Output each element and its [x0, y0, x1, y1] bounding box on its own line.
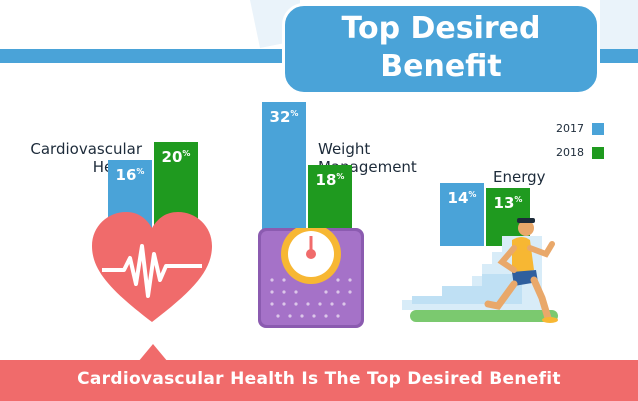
legend-label-2018: 2018 [556, 146, 584, 159]
bar-2017-1 [262, 102, 306, 246]
footer-pointer [138, 344, 168, 362]
category-label-line: Cardiovascular [30, 140, 142, 158]
footer-banner [0, 360, 638, 401]
footer-text: Cardiovascular Health Is The Top Desired… [77, 369, 561, 389]
bar-value-label: 18% [315, 171, 345, 189]
runner-icon [402, 218, 558, 323]
title-line-1: Top Desired [341, 11, 541, 46]
title-box [282, 3, 600, 95]
page-title: Top Desired Benefit [282, 10, 600, 86]
title-line-2: Benefit [380, 49, 502, 84]
category-label-line: Energy [493, 168, 546, 186]
legend-label-2017: 2017 [556, 122, 584, 135]
legend-swatch-2017 [592, 123, 604, 135]
category-label-line: Weight [318, 140, 371, 158]
bar-value-label: 13% [493, 193, 523, 212]
bar-value-label: 14% [447, 189, 477, 207]
bar-value-label: 32% [269, 108, 299, 126]
heart-icon [92, 212, 212, 322]
category-label-energy: Energy [493, 168, 546, 186]
bar-value-label: 16% [115, 166, 145, 184]
bar-value-label: 20% [161, 148, 191, 166]
scale-icon [258, 228, 364, 328]
bar-2017-2 [440, 183, 484, 246]
legend-swatch-2018 [592, 147, 604, 159]
